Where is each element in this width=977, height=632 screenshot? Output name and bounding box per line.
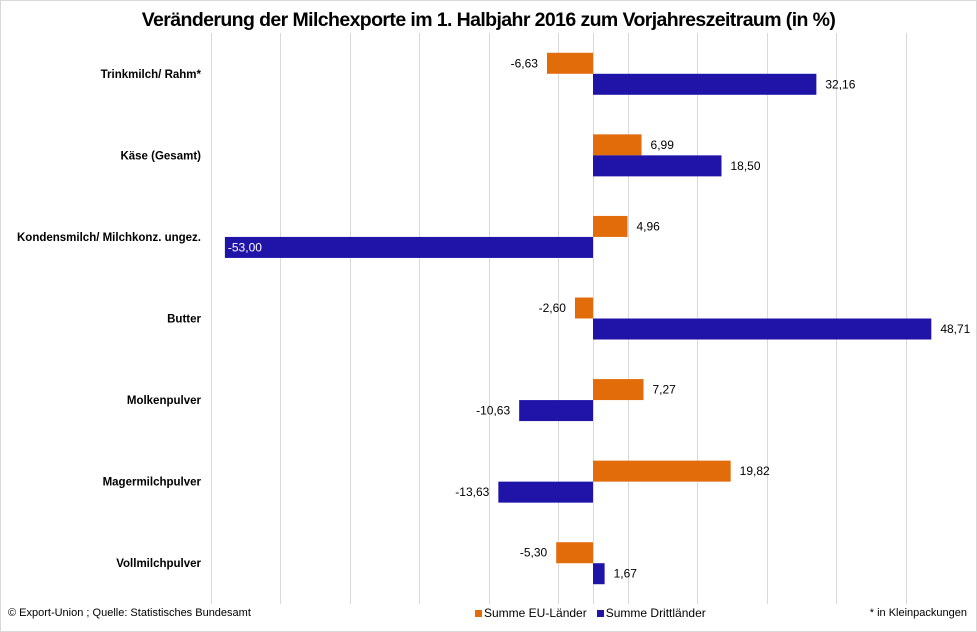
- category-label: Trinkmilch/ Rahm*: [101, 69, 202, 81]
- data-label: 32,16: [825, 77, 855, 91]
- data-label: 6,99: [651, 138, 675, 152]
- bar-eu: [593, 134, 642, 156]
- footnote: * in Kleinpackungen: [869, 607, 967, 619]
- bar-eu: [593, 460, 731, 482]
- bar-drittlaender: [593, 318, 932, 340]
- data-label: 48,71: [940, 322, 970, 336]
- data-label: -53,00: [228, 240, 262, 254]
- category-label: Butter: [167, 314, 201, 326]
- data-label: 18,50: [730, 159, 760, 173]
- data-label: 1,67: [614, 567, 638, 581]
- data-label: -13,63: [455, 485, 489, 499]
- legend-item-dritt: Summe Drittländer: [596, 606, 706, 620]
- bar-eu: [546, 52, 593, 74]
- legend: Summe EU-Länder Summe Drittländer: [475, 606, 706, 620]
- bar-eu: [593, 379, 644, 401]
- bar-eu: [593, 215, 628, 237]
- legend-swatch-dritt: [596, 609, 604, 617]
- data-label: -6,63: [511, 56, 539, 70]
- data-label: -2,60: [539, 301, 567, 315]
- category-label: Magermilchpulver: [103, 477, 202, 489]
- bar-eu: [574, 297, 593, 319]
- chart-title: Veränderung der Milchexporte im 1. Halbj…: [141, 9, 836, 31]
- category-label: Molkenpulver: [127, 395, 202, 407]
- bar-drittlaender: [498, 481, 593, 503]
- category-label: Vollmilchpulver: [116, 558, 201, 570]
- data-label: 7,27: [652, 383, 676, 397]
- bar-drittlaender: [593, 563, 605, 585]
- bar-drittlaender: [593, 73, 817, 95]
- data-label: 4,96: [636, 219, 660, 233]
- legend-swatch-eu: [475, 609, 482, 617]
- bar-drittlaender: [519, 400, 593, 422]
- bar-drittlaender: [224, 236, 593, 258]
- data-label: -5,30: [520, 546, 548, 560]
- legend-label-dritt: Summe Drittländer: [605, 606, 706, 620]
- bar-drittlaender: [593, 155, 722, 177]
- source-note: © Export-Union ; Quelle: Statistisches B…: [8, 607, 251, 619]
- bar-eu: [556, 542, 593, 564]
- category-label: Kondensmilch/ Milchkonz. ungez.: [17, 232, 201, 244]
- legend-item-eu: Summe EU-Länder: [475, 606, 587, 620]
- category-label: Käse (Gesamt): [120, 150, 201, 162]
- data-label: -10,63: [476, 404, 510, 418]
- data-label: 19,82: [740, 464, 770, 478]
- legend-label-eu: Summe EU-Länder: [484, 606, 587, 620]
